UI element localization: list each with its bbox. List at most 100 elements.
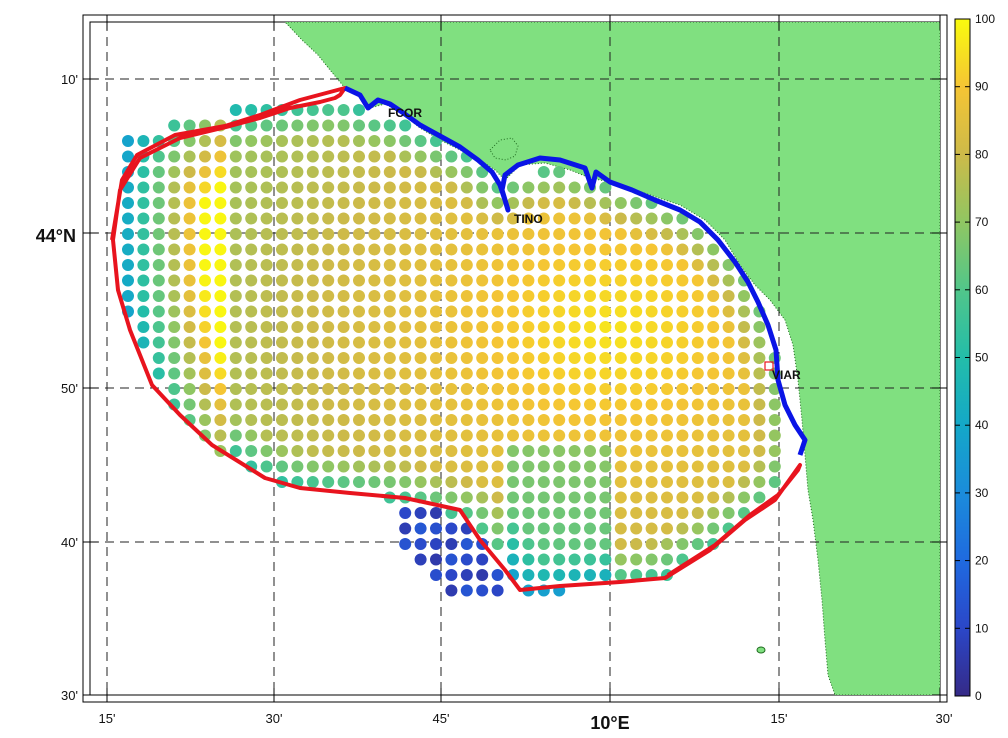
coverage-dot [368, 476, 381, 488]
coverage-dot [661, 274, 673, 287]
coverage-dot [553, 491, 566, 504]
coverage-dot [337, 476, 350, 488]
coverage-dot [491, 274, 504, 287]
coverage-dot [122, 212, 134, 225]
coverage-dot [507, 383, 519, 395]
coverage-dot [661, 212, 673, 225]
coverage-dot [168, 243, 181, 256]
coverage-dot [522, 228, 535, 240]
coverage-dot [322, 104, 335, 116]
coverage-dot [753, 445, 766, 457]
coverage-dot [368, 352, 381, 364]
coverage-dot [645, 259, 658, 271]
coverage-dot [291, 321, 304, 333]
coverage-dot [260, 212, 273, 225]
coverage-dot [445, 414, 458, 426]
coverage-dot [353, 228, 365, 240]
coverage-dot [507, 336, 519, 349]
coverage-dot [691, 336, 704, 349]
coverage-dot [152, 336, 165, 349]
coverage-dot [152, 259, 165, 271]
coverage-dot [691, 429, 704, 442]
coverage-dot [260, 367, 273, 380]
coverage-dot [122, 259, 134, 271]
coverage-dot [707, 243, 720, 256]
coverage-dot [199, 398, 211, 411]
coverage-dot [399, 336, 412, 349]
coverage-dot [599, 305, 612, 318]
coverage-dot [491, 352, 504, 364]
coverage-dot [168, 259, 181, 271]
coverage-dot [353, 321, 365, 333]
coverage-dot [599, 445, 612, 457]
coverage-dot [414, 445, 427, 457]
coverage-dot [522, 491, 535, 504]
coverage-dot [599, 274, 612, 287]
coverage-dot [260, 181, 273, 194]
coverage-dot [707, 507, 720, 519]
coverage-dot [368, 414, 381, 426]
coverage-dot [614, 507, 627, 519]
coverage-dot [753, 398, 766, 411]
coverage-dot [584, 352, 596, 364]
coverage-dot [568, 569, 581, 581]
coverage-dot [430, 522, 442, 535]
coverage-dot [122, 243, 134, 256]
coverage-dot [614, 445, 627, 457]
coverage-dot [399, 321, 412, 333]
coverage-dot [245, 305, 258, 318]
coverage-dot [522, 367, 535, 380]
coverage-dot [676, 507, 689, 519]
coverage-dot [260, 321, 273, 333]
coverage-dot [507, 445, 519, 457]
coverage-dot [276, 212, 288, 225]
coverage-dot [368, 119, 381, 132]
coverage-dot [430, 367, 442, 380]
coverage-dot [491, 522, 504, 535]
coverage-dot [260, 150, 273, 163]
coverage-dot [445, 150, 458, 163]
coverage-dot [753, 460, 766, 473]
island [489, 137, 519, 161]
coverage-dot [661, 491, 673, 504]
coverage-dot [430, 197, 442, 209]
coverage-dot [276, 305, 288, 318]
coverage-dot [537, 336, 550, 349]
coverage-dot [260, 352, 273, 364]
coverage-dot [537, 212, 550, 225]
coverage-dot [152, 228, 165, 240]
coverage-dot [183, 228, 196, 240]
coverage-dot [753, 414, 766, 426]
coverage-dot [152, 290, 165, 302]
coverage-dot [353, 305, 365, 318]
coverage-dot [137, 135, 150, 147]
coverage-dot [383, 228, 396, 240]
coverage-dot [337, 119, 350, 132]
coverage-dot [229, 243, 242, 256]
coverage-dot [260, 119, 273, 132]
coverage-dot [353, 166, 365, 178]
coverage-dot [383, 414, 396, 426]
coverage-dot [152, 166, 165, 178]
coverage-dot [522, 212, 535, 225]
coverage-dot [214, 135, 227, 147]
coverage-dot [353, 150, 365, 163]
coverage-dot [460, 259, 473, 271]
coverage-dot [738, 491, 750, 504]
coverage-dot [291, 305, 304, 318]
coverage-dot [152, 243, 165, 256]
coverage-dot [368, 166, 381, 178]
coverage-dot [676, 491, 689, 504]
coverage-dot [383, 321, 396, 333]
coverage-dot [691, 538, 704, 550]
coverage-dot [322, 398, 335, 411]
coverage-dot [445, 181, 458, 194]
coverage-dot [630, 305, 643, 318]
coverage-dot [353, 135, 365, 147]
coverage-dot [553, 476, 566, 488]
coverage-dot [383, 243, 396, 256]
coverage-dot [645, 398, 658, 411]
coverage-dot [306, 476, 319, 488]
coverage-dot [768, 414, 781, 426]
coverage-dot [691, 383, 704, 395]
